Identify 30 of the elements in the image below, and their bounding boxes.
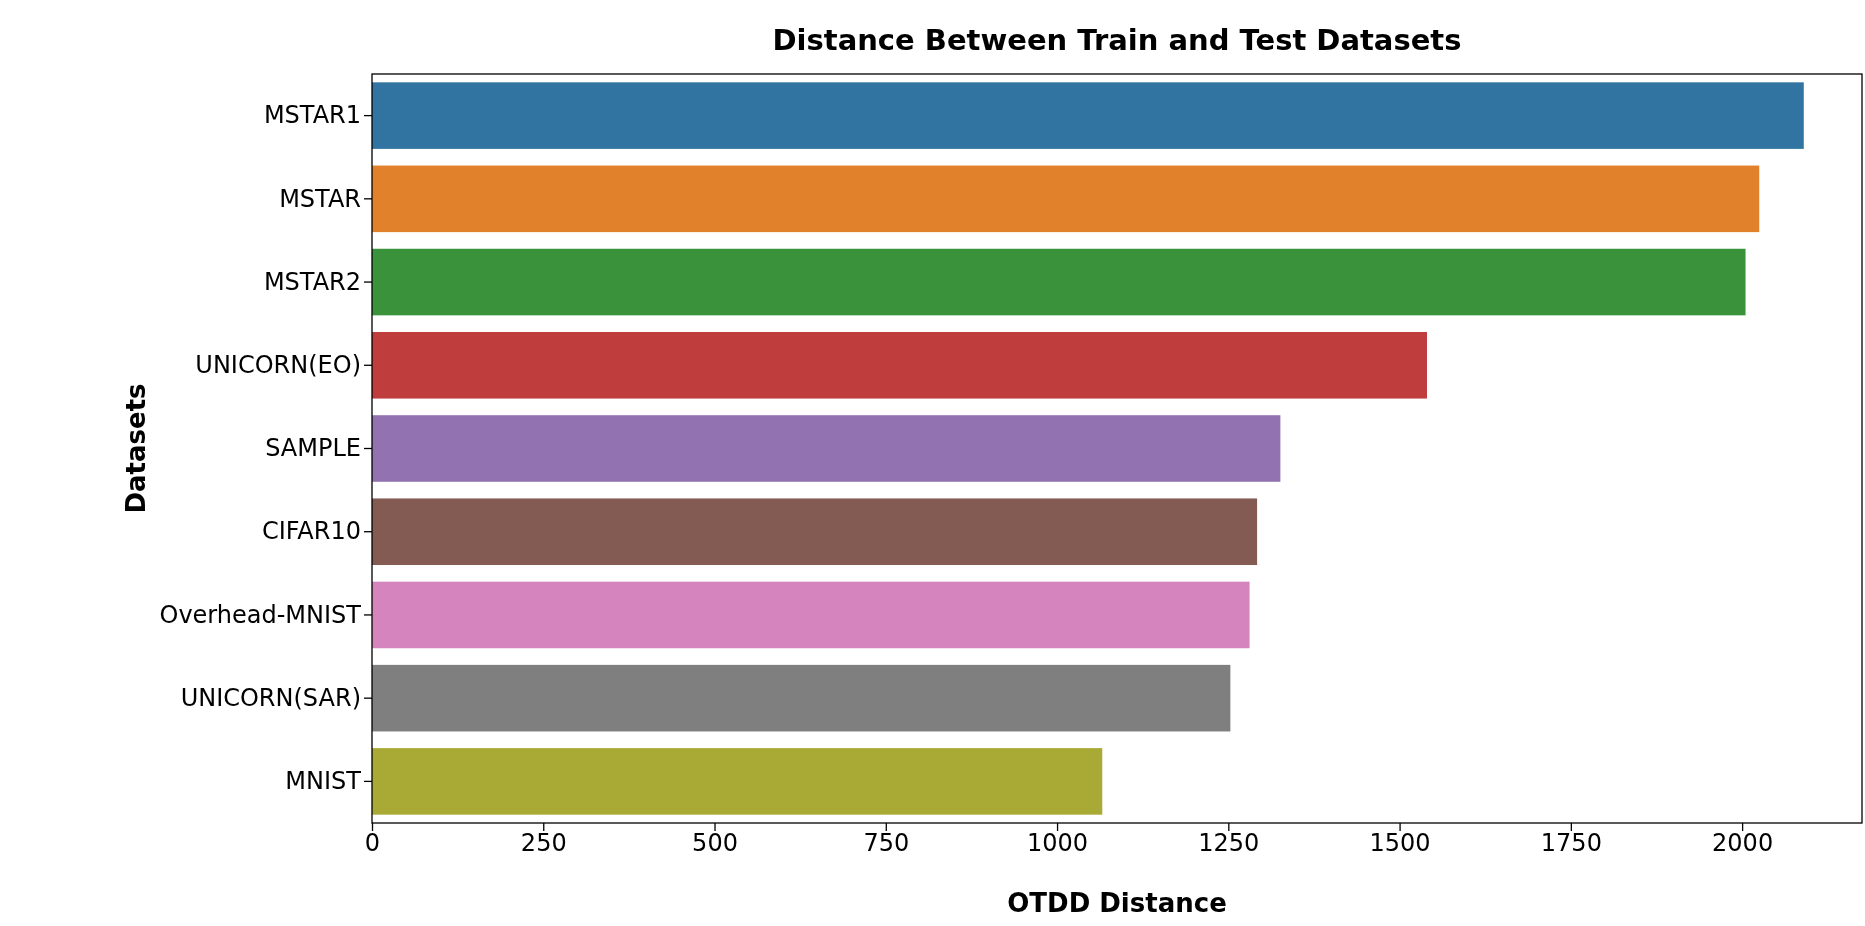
x-tick-label: 0 <box>364 829 381 858</box>
bar <box>372 248 1746 316</box>
bar <box>372 664 1231 732</box>
x-tick-label: 1000 <box>1027 829 1089 858</box>
y-tick-label: Overhead-MNIST <box>159 600 362 629</box>
y-tick-label: MSTAR2 <box>263 267 361 296</box>
x-tick-label: 250 <box>520 829 567 858</box>
bar <box>372 331 1427 399</box>
x-tick-label: 2000 <box>1712 829 1774 858</box>
x-tick-label: 1250 <box>1198 829 1260 858</box>
y-tick-label: UNICORN(EO) <box>195 350 361 379</box>
x-tick-label: 1750 <box>1540 829 1602 858</box>
x-tick-label: 500 <box>692 829 738 858</box>
x-tick-label: 750 <box>863 829 910 858</box>
bar <box>372 498 1258 566</box>
chart-title: Distance Between Train and Test Datasets <box>772 23 1462 57</box>
bar <box>372 748 1103 815</box>
y-tick-label: CIFAR10 <box>261 517 361 546</box>
y-axis-title: Datasets <box>121 383 152 514</box>
x-tick-label: 1500 <box>1369 829 1431 858</box>
x-axis-title: OTDD Distance <box>1007 888 1227 918</box>
y-tick-label: MSTAR <box>279 184 361 213</box>
bar <box>372 82 1804 149</box>
y-tick-label: SAMPLE <box>265 434 361 463</box>
bar <box>372 165 1760 233</box>
bar <box>372 581 1250 649</box>
y-tick-label: MSTAR1 <box>263 101 361 130</box>
y-tick-label: UNICORN(SAR) <box>180 683 361 712</box>
y-tick-label: MNIST <box>285 767 362 796</box>
bar <box>372 415 1281 482</box>
